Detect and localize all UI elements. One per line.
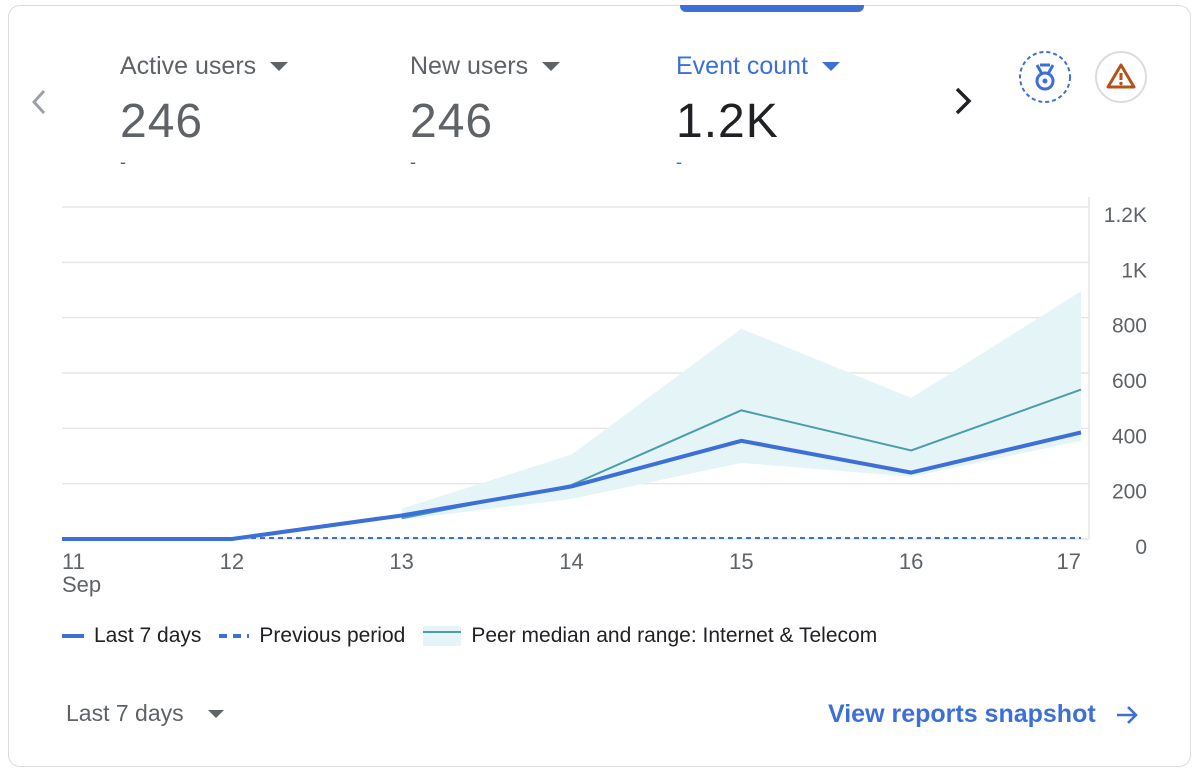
last-7-days-line: [62, 430, 1082, 541]
view-reports-snapshot-link[interactable]: View reports snapshot: [828, 700, 1140, 729]
caret-down-icon: [207, 709, 224, 718]
caret-down-icon: [542, 61, 561, 71]
date-range-selector[interactable]: Last 7 days: [66, 700, 224, 727]
x-axis-ticks: 11 12 13 14 15 16 17 Sep: [62, 549, 1081, 597]
metric-value: 246: [410, 95, 494, 148]
event-count-chart: 0 200 400 600 800 1K 1.2K 11 12 13 14 15 16 17 Sep: [62, 197, 1147, 597]
legend-label: Peer median and range: Internet & Teleco…: [471, 624, 878, 647]
y-tick-label: 1.2K: [1104, 204, 1147, 227]
metric-label[interactable]: New users: [410, 48, 561, 84]
x-month-label: Sep: [62, 572, 101, 597]
legend-item-peer-range: Peer median and range: Internet & Teleco…: [423, 624, 877, 648]
x-tick-label: 14: [559, 549, 583, 574]
x-tick-label: 12: [220, 549, 244, 574]
metric-value: 246: [120, 95, 204, 148]
caret-down-icon: [270, 61, 289, 71]
legend-item-previous-period: Previous period: [219, 624, 405, 648]
legend-label: Previous period: [259, 624, 406, 647]
chevron-left-icon[interactable]: [26, 86, 54, 118]
x-tick-label: 17: [1057, 549, 1081, 574]
metric-label[interactable]: Event count: [676, 48, 841, 84]
date-range-label: Last 7 days: [66, 700, 184, 726]
y-tick-label: 600: [1112, 370, 1147, 393]
benchmark-medal-icon[interactable]: [1018, 50, 1072, 104]
peer-range-band: [401, 291, 1082, 520]
metric-delta: -: [676, 152, 682, 172]
y-tick-label: 1K: [1121, 259, 1147, 282]
view-link-label: View reports snapshot: [828, 700, 1096, 728]
metric-value: 1.2K: [676, 95, 779, 148]
y-tick-label: 0: [1135, 536, 1147, 559]
metric-new-users[interactable]: New users 246 -: [410, 48, 561, 172]
chart-lines: [62, 388, 1082, 541]
peer-range-area: [401, 291, 1082, 520]
y-tick-label: 200: [1112, 481, 1147, 504]
active-tab-indicator: [680, 5, 864, 12]
metric-delta: -: [120, 152, 126, 172]
legend-item-last-7-days: Last 7 days: [62, 624, 201, 648]
legend-label: Last 7 days: [94, 624, 202, 647]
metric-event-count[interactable]: Event count 1.2K -: [676, 48, 841, 172]
arrow-right-icon: [1116, 705, 1138, 724]
caret-down-icon: [822, 61, 841, 71]
x-tick-label: 13: [389, 549, 413, 574]
y-tick-label: 800: [1112, 315, 1147, 338]
metric-label[interactable]: Active users: [120, 48, 289, 84]
x-tick-label: 16: [899, 549, 923, 574]
chart-legend: Last 7 days Previous period Peer median …: [62, 622, 895, 650]
y-axis-ticks: 0 200 400 600 800 1K 1.2K: [1104, 204, 1147, 559]
chevron-right-icon[interactable]: [948, 84, 978, 118]
y-tick-label: 400: [1112, 425, 1147, 448]
x-tick-label: 11: [62, 549, 85, 574]
metric-active-users[interactable]: Active users 246 -: [120, 48, 289, 172]
x-tick-label: 15: [729, 549, 753, 574]
metric-delta: -: [410, 152, 416, 172]
warning-triangle-icon[interactable]: [1094, 50, 1148, 104]
